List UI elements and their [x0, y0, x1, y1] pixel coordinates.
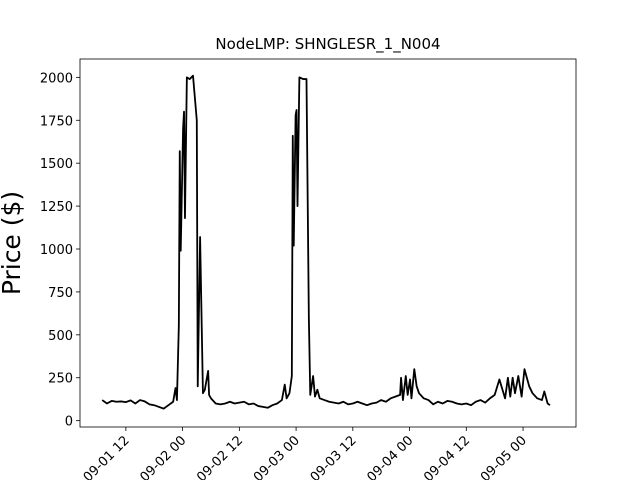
y-axis-label: Price ($) — [0, 191, 26, 295]
y-tick-label: 1750 — [40, 114, 73, 129]
y-tick-label: 1500 — [40, 157, 73, 172]
y-tick-label: 1250 — [40, 200, 73, 215]
price-line — [101, 74, 551, 410]
x-tick-label: 09-04 12 — [421, 433, 473, 480]
y-tick-label: 750 — [48, 286, 73, 301]
x-tick-label: 09-05 00 — [478, 433, 530, 480]
y-tick-label: 0 — [65, 415, 73, 430]
y-tick-label: 1000 — [40, 243, 73, 258]
x-tick-label: 09-03 12 — [308, 433, 360, 480]
x-tick-label: 09-02 00 — [137, 433, 189, 480]
chart-title: NodeLMP: SHNGLESR_1_N004 — [215, 35, 440, 54]
x-tick-label: 09-03 00 — [251, 433, 303, 480]
x-tick-label: 09-02 12 — [194, 433, 246, 480]
x-tick-label: 09-01 12 — [81, 433, 133, 480]
y-tick-label: 250 — [48, 372, 73, 387]
y-tick-label: 2000 — [40, 71, 73, 86]
y-tick-label: 500 — [48, 329, 73, 344]
x-tick-label: 09-04 00 — [364, 433, 416, 480]
plot-frame — [79, 58, 577, 428]
